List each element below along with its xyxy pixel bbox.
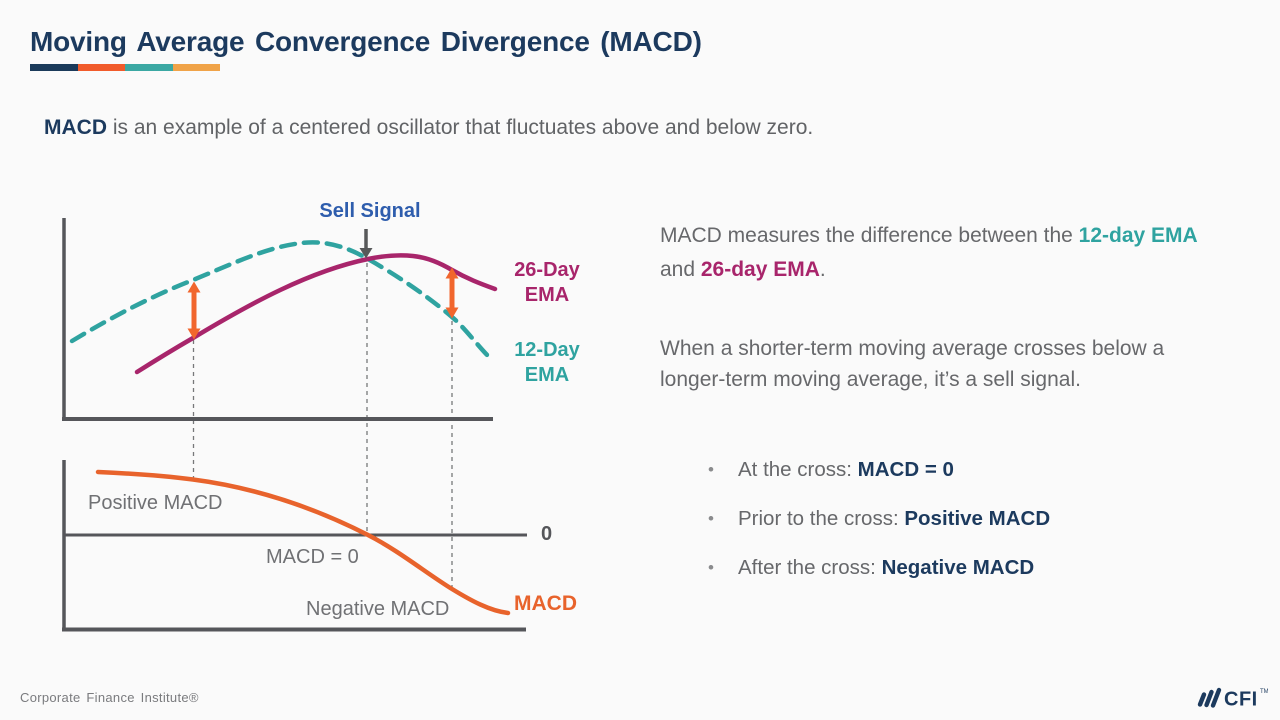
bullet-text: After the cross: Negative MACD xyxy=(738,556,1035,579)
bullet-list: • At the cross: MACD = 0 • Prior to the … xyxy=(708,458,1050,605)
negative-macd-label: Negative MACD xyxy=(306,598,450,620)
title-accent-bar xyxy=(30,64,220,71)
subtitle: MACD is an example of a centered oscilla… xyxy=(44,116,813,140)
bullet-icon: • xyxy=(708,460,714,479)
ema-gap-arrow-left-icon xyxy=(187,281,201,340)
bullet-text: At the cross: MACD = 0 xyxy=(738,458,954,481)
sell-signal-arrow-icon xyxy=(359,229,373,259)
list-item: • At the cross: MACD = 0 xyxy=(708,458,1050,482)
cfi-logo-tm: TM xyxy=(1260,689,1268,695)
subtitle-text: is an example of a centered oscillator t… xyxy=(107,116,814,139)
bullet-icon: • xyxy=(708,509,714,528)
accent-segment-teal xyxy=(125,64,173,71)
positive-macd-label: Positive MACD xyxy=(88,492,223,514)
accent-segment-navy xyxy=(30,64,78,71)
ema-12-label: 12-Day EMA xyxy=(514,339,580,386)
ema-26-curve xyxy=(134,253,498,375)
cfi-logo: CFI TM xyxy=(1197,687,1268,711)
accent-segment-amber xyxy=(172,64,220,71)
list-item: • After the cross: Negative MACD xyxy=(708,556,1050,580)
p1-and: and xyxy=(660,258,701,281)
p1-12day-ema: 12-day EMA xyxy=(1078,224,1198,247)
macd-curve-label: MACD xyxy=(514,592,577,615)
p1-period: . xyxy=(819,258,826,281)
ema-12-curve xyxy=(69,240,493,361)
bullet-text: Prior to the cross: Positive MACD xyxy=(738,507,1051,530)
zero-axis-label: 0 xyxy=(541,523,553,545)
paragraph-sell-signal: When a shorter-term moving average cross… xyxy=(660,337,1165,391)
ema-26-label: 26-Day EMA xyxy=(514,259,580,306)
paragraph-macd-definition: MACD measures the difference between the… xyxy=(660,219,1225,287)
p1-text: MACD measures the difference between the xyxy=(660,224,1079,247)
list-item: • Prior to the cross: Positive MACD xyxy=(708,507,1050,531)
footer-attribution: Corporate Finance Institute® xyxy=(20,690,199,705)
macd-zero-label: MACD = 0 xyxy=(266,546,359,568)
accent-segment-orange xyxy=(77,64,125,71)
cfi-logo-bars-icon xyxy=(1197,687,1222,708)
cfi-logo-text: CFI xyxy=(1224,689,1258,711)
sell-signal-label: Sell Signal xyxy=(319,200,421,222)
bullet-icon: • xyxy=(708,558,714,577)
ema-gap-arrow-right-icon xyxy=(445,267,459,319)
page-title: Moving Average Convergence Divergence (M… xyxy=(30,26,702,57)
subtitle-keyword: MACD xyxy=(44,116,107,139)
p1-26day-ema: 26-day EMA xyxy=(700,258,820,281)
